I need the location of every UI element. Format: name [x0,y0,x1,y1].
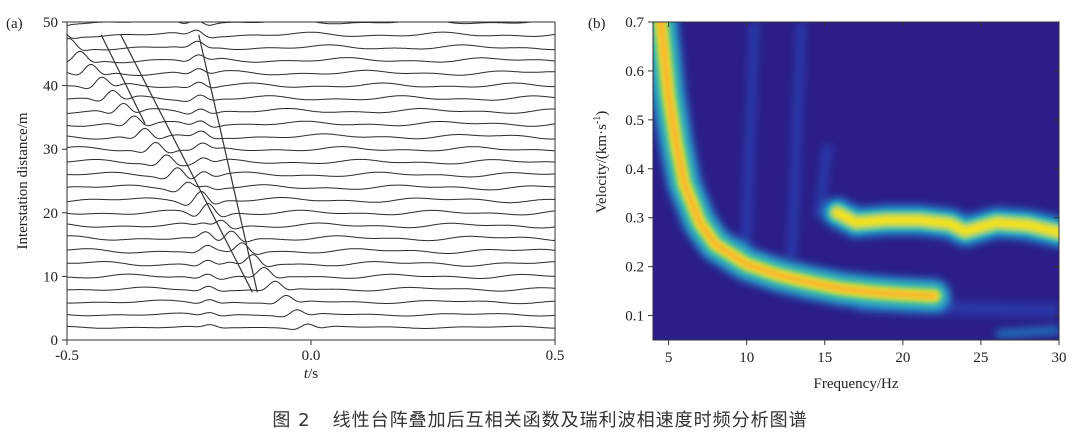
y-tick-label-a: 30 [43,142,58,158]
y-tick-label-a: 40 [43,79,58,95]
y-tick-label-a: 10 [43,269,58,285]
xlabel-a: t/s [304,366,318,382]
y-tick-label-b: 0.3 [625,211,644,227]
x-tick-label-a: -0.5 [55,348,79,364]
trace [67,154,555,167]
panel-b: (b) 0.1 0.2 0.3 0.4 0.5 0.6 0.7 5 10 15 20 25 30 Vel… [588,15,1067,392]
y-tick-label-b: 0.4 [625,162,644,178]
trace [67,115,555,128]
caption-figure-number: 图 2 [272,410,311,431]
ylabel-b-sup: -1 [592,116,603,124]
y-tick-label-b: 0.6 [625,64,644,80]
heatmap [653,22,1059,340]
x-tick-label-b: 10 [739,350,754,366]
y-tick-label-b: 0.7 [625,15,644,31]
xlabel-a-var: t [304,366,309,382]
dispersion-ridge-band [658,22,937,299]
trace [67,90,555,102]
trace [67,50,555,64]
trace [67,309,555,318]
trace [67,181,555,193]
moveout-line [120,34,253,293]
heatmap-bottomband [996,326,1059,339]
y-tick-label-b: 0.5 [625,113,644,129]
trace [67,323,555,330]
y-tick-label-b: 0.1 [625,309,644,325]
panel-a-label: (a) [6,16,23,32]
trace [67,230,555,243]
trace [67,76,555,90]
trace [67,190,555,206]
seismic-traces [67,22,555,330]
trace [67,295,555,305]
trace [67,242,555,255]
trace [67,254,555,267]
ylabel-a: Interstation distance/m [15,112,31,249]
x-tick-label-b: 25 [973,350,988,366]
x-tick-label-a: 0.5 [546,348,565,364]
moveout-lines [100,34,258,293]
ylabel-b-main: Velocity/(km·s [594,124,610,213]
xlabel-a-unit: /s [308,366,318,382]
heatmap-streak [740,22,760,267]
trace [67,37,555,51]
ylabel-b-end: ) [594,111,610,116]
trace [67,203,555,218]
panel-a: (a) 0 10 20 30 40 50 -0.5 0.0 0.5 Interstation d… [6,15,564,382]
caption-text: 线性台阵叠加后互相关函数及瑞利波相速度时频分析图谱 [332,410,808,431]
high-mode-band [833,209,1059,236]
xlabel-b: Frequency/Hz [814,376,899,392]
plot-frame-a [66,21,556,341]
x-tick-label-b: 15 [817,350,832,366]
trace [67,103,555,115]
trace [67,219,555,230]
x-tick-label-a: 0.0 [302,348,321,364]
y-tick-label-a: 50 [43,15,58,31]
trace [67,267,555,280]
heatmap-streak [786,22,807,258]
trace [67,29,555,39]
y-tick-label-b: 0.2 [625,260,644,276]
axes-a: 0 10 20 30 40 50 -0.5 0.0 0.5 [43,15,564,364]
heatmap-core [653,22,1059,303]
plot-frame-b [652,21,1060,341]
figure: (a) 0 10 20 30 40 50 -0.5 0.0 0.5 Interstation d… [6,15,1067,392]
panel-b-label: (b) [588,16,606,32]
trace [67,167,555,180]
trace [67,127,555,140]
moveout-line [198,34,258,293]
y-tick-label-a: 20 [43,206,58,222]
figure-caption: 图 2 线性台阵叠加后互相关函数及瑞利波相速度时频分析图谱 [0,406,1080,432]
trace [67,280,555,292]
trace [67,142,555,154]
x-tick-label-b: 5 [665,350,673,366]
x-tick-label-b: 20 [895,350,910,366]
heatmap-streak [813,143,833,219]
trace [67,22,535,27]
ylabel-b: Velocity/(km·s-1) [592,111,610,214]
x-tick-label-b: 30 [1052,350,1067,366]
trace [67,64,555,76]
moveout-line [100,34,146,125]
y-tick-label-a: 0 [51,333,59,349]
axes-b: 0.1 0.2 0.3 0.4 0.5 0.6 0.7 5 10 15 20 25 30 [625,15,1066,366]
